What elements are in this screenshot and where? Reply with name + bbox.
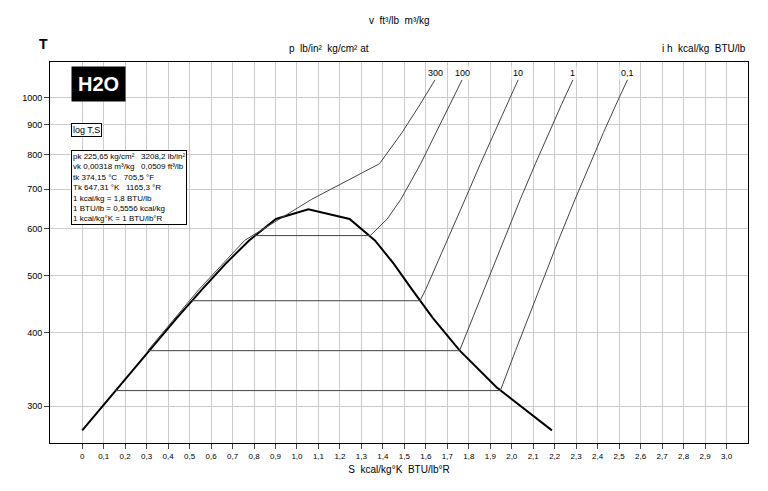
svg-text:3,0: 3,0	[721, 452, 733, 461]
svg-text:1: 1	[570, 68, 575, 78]
svg-text:2,3: 2,3	[571, 452, 583, 461]
svg-text:0,9: 0,9	[270, 452, 282, 461]
svg-text:1,5: 1,5	[399, 452, 411, 461]
svg-text:300: 300	[27, 401, 42, 411]
svg-text:0,7: 0,7	[227, 452, 239, 461]
svg-text:1,4: 1,4	[377, 452, 389, 461]
svg-text:600: 600	[27, 224, 42, 234]
svg-text:0,1: 0,1	[98, 452, 110, 461]
svg-text:T: T	[39, 36, 48, 52]
svg-text:i h kcal/kg BTU/lb: i h kcal/kg BTU/lb	[662, 43, 746, 54]
svg-text:1,1: 1,1	[313, 452, 325, 461]
svg-text:500: 500	[27, 271, 42, 281]
svg-text:700: 700	[27, 184, 42, 194]
svg-text:300: 300	[428, 68, 443, 78]
svg-text:v ft³/lb m³/kg: v ft³/lb m³/kg	[369, 15, 430, 26]
svg-text:0,6: 0,6	[206, 452, 218, 461]
svg-text:1,8: 1,8	[463, 452, 475, 461]
svg-text:pk 225,65 kg/cm² 3208,2 lb/i: pk 225,65 kg/cm² 3208,2 lb/in²vk 0,00318…	[73, 152, 185, 223]
svg-text:1,0: 1,0	[291, 452, 303, 461]
svg-text:1,6: 1,6	[420, 452, 432, 461]
svg-text:0,3: 0,3	[141, 452, 153, 461]
svg-text:2,5: 2,5	[614, 452, 626, 461]
svg-text:400: 400	[27, 328, 42, 338]
svg-text:0: 0	[80, 452, 85, 461]
svg-text:1,3: 1,3	[356, 452, 368, 461]
svg-text:0,2: 0,2	[120, 452, 132, 461]
svg-text:2,2: 2,2	[549, 452, 561, 461]
svg-text:log T,S: log T,S	[73, 125, 100, 135]
svg-text:900: 900	[27, 120, 42, 130]
svg-text:1,9: 1,9	[485, 452, 497, 461]
svg-text:2,8: 2,8	[678, 452, 690, 461]
svg-text:0,8: 0,8	[248, 452, 260, 461]
svg-text:10: 10	[513, 68, 523, 78]
svg-text:0,4: 0,4	[163, 452, 175, 461]
svg-text:0,5: 0,5	[184, 452, 196, 461]
svg-text:2,9: 2,9	[699, 452, 711, 461]
svg-text:1,2: 1,2	[334, 452, 346, 461]
svg-text:S kcal/kg°K BTU/lb°R: S kcal/kg°K BTU/lb°R	[348, 464, 449, 475]
svg-text:2,4: 2,4	[592, 452, 604, 461]
svg-text:2,7: 2,7	[657, 452, 669, 461]
svg-text:2,0: 2,0	[506, 452, 518, 461]
svg-text:1,7: 1,7	[442, 452, 454, 461]
svg-text:2,6: 2,6	[635, 452, 647, 461]
svg-text:800: 800	[27, 150, 42, 160]
svg-text:2,1: 2,1	[528, 452, 540, 461]
svg-text:100: 100	[455, 68, 470, 78]
svg-text:0,1: 0,1	[621, 68, 634, 78]
svg-text:1000: 1000	[22, 93, 42, 103]
svg-text:H2O: H2O	[78, 73, 119, 95]
svg-text:p lb/in² kg/cm² at: p lb/in² kg/cm² at	[289, 43, 369, 54]
